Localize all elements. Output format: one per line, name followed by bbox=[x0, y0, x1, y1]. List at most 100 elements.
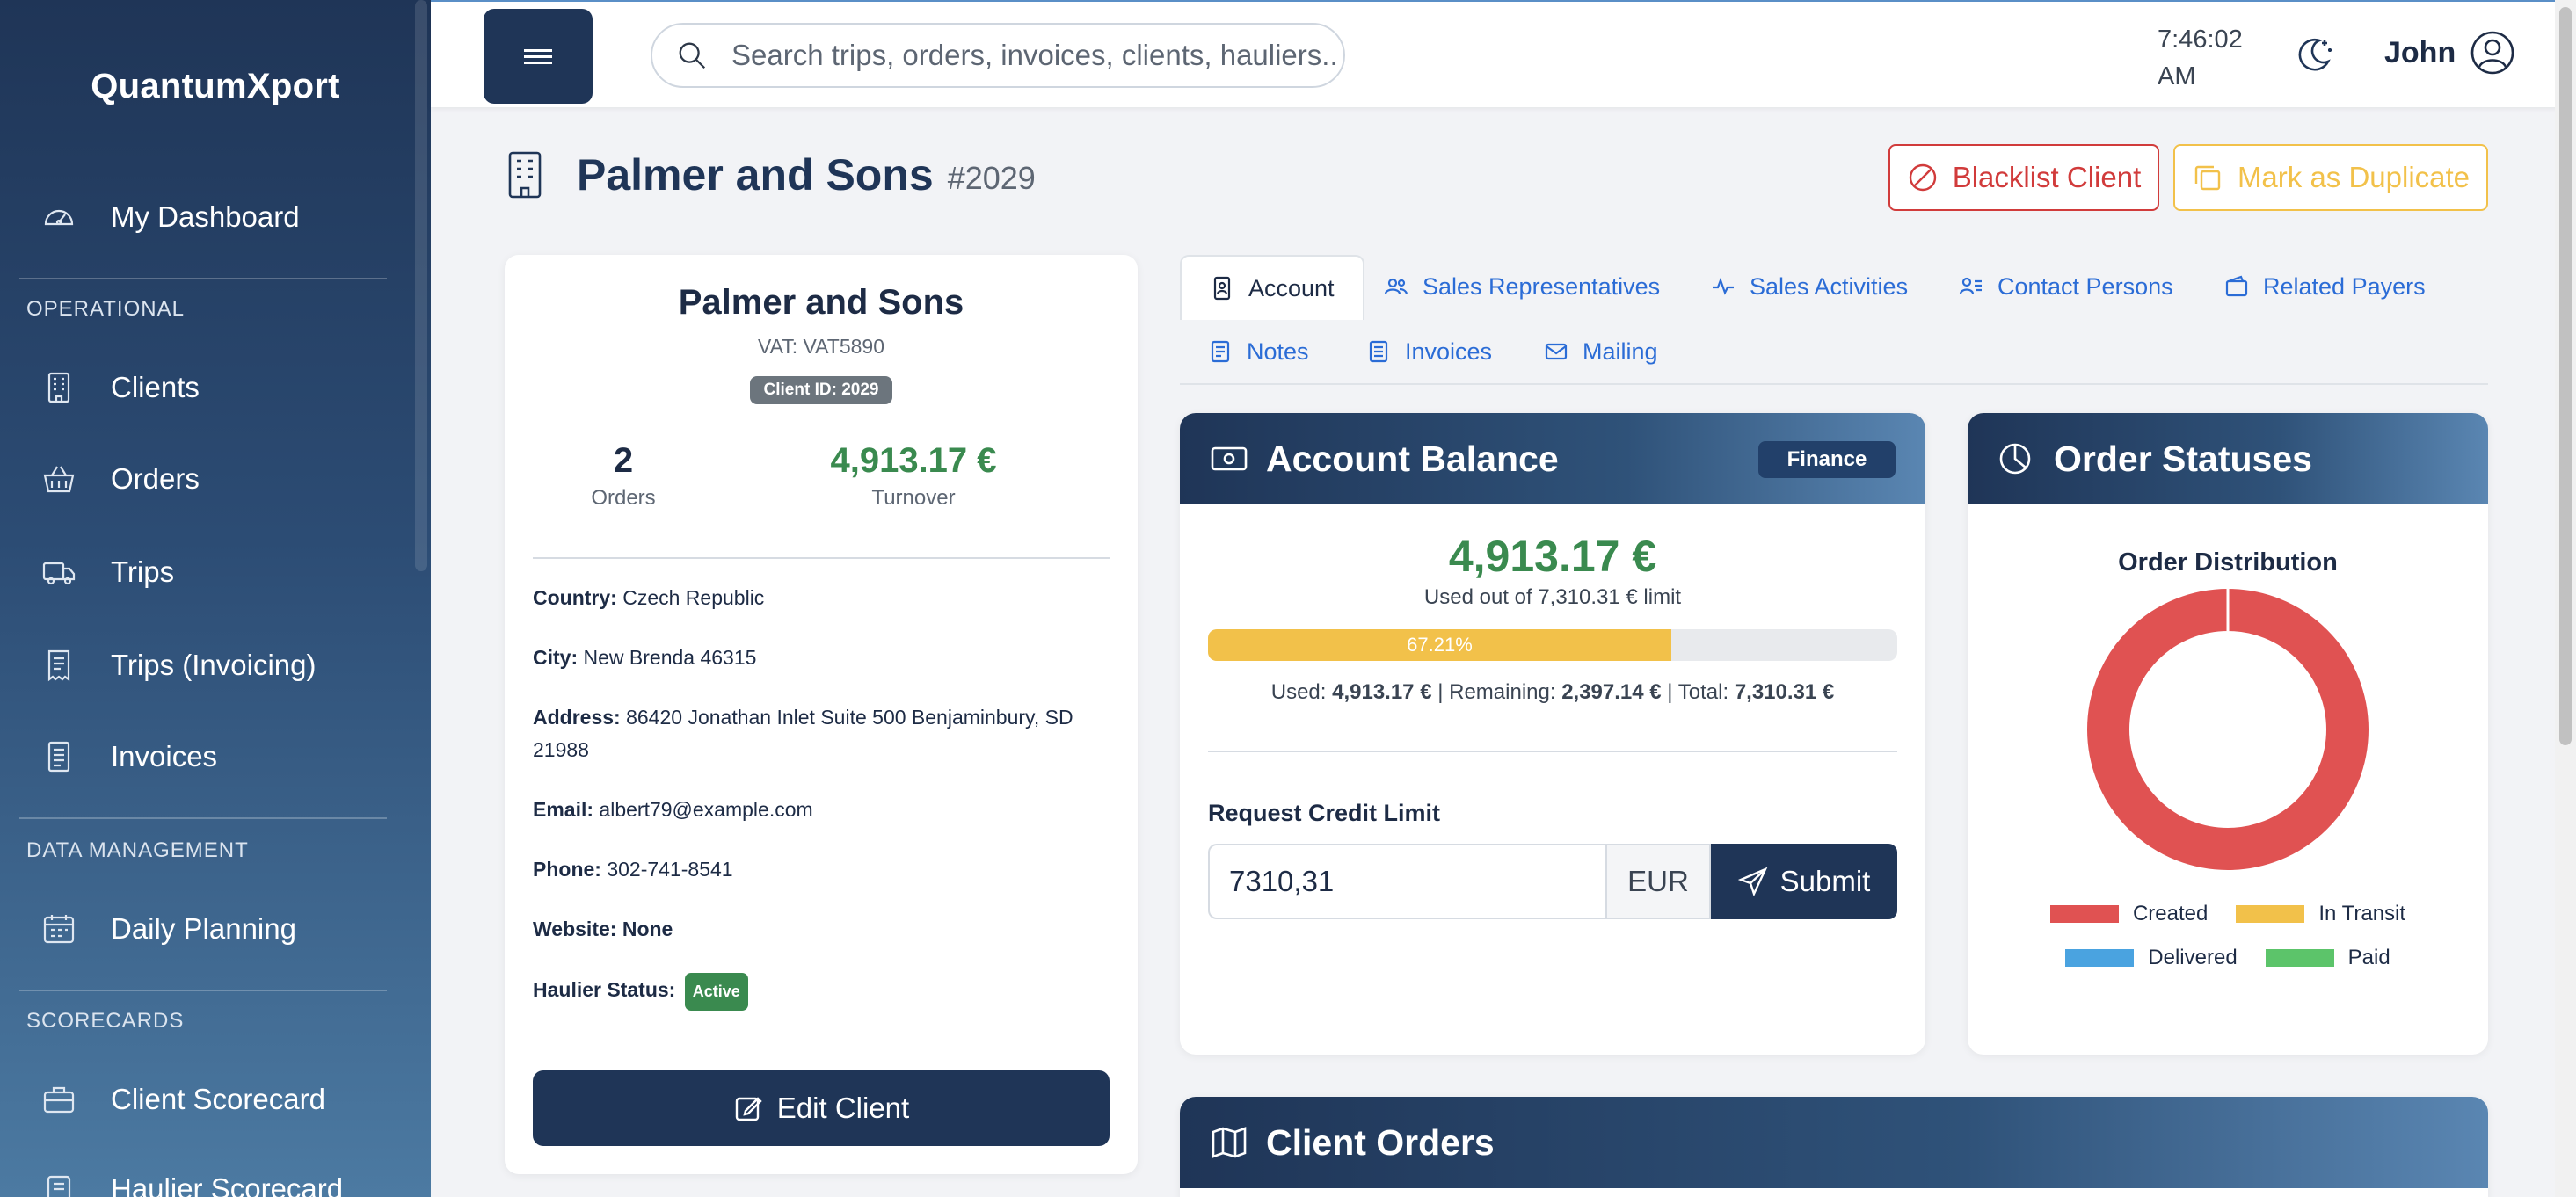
sidebar-item-label: Clients bbox=[111, 371, 200, 403]
calendar-icon bbox=[40, 910, 77, 947]
remaining-label: | Remaining: bbox=[1437, 680, 1556, 704]
blacklist-client-button[interactable]: Blacklist Client bbox=[1888, 144, 2159, 211]
sidebar-scrollbar[interactable] bbox=[415, 0, 427, 571]
sidebar-item-trips-invoicing[interactable]: Trips (Invoicing) bbox=[0, 626, 431, 705]
mark-duplicate-label: Mark as Duplicate bbox=[2237, 161, 2470, 193]
search-box[interactable] bbox=[651, 23, 1345, 88]
tab-sales-activities[interactable]: Sales Activities bbox=[1711, 255, 1908, 318]
country-value: Czech Republic bbox=[622, 586, 765, 609]
order-distribution-donut[interactable] bbox=[2087, 589, 2369, 870]
email-value[interactable]: albert79@example.com bbox=[599, 798, 813, 821]
balance-breakdown: Used: 4,913.17 € | Remaining: 2,397.14 €… bbox=[1180, 680, 1925, 705]
tab-label: Invoices bbox=[1405, 337, 1493, 365]
tab-notes[interactable]: Notes bbox=[1208, 320, 1309, 383]
credit-limit-input[interactable] bbox=[1208, 844, 1605, 919]
user-avatar-icon bbox=[2470, 31, 2514, 75]
speedometer-icon bbox=[40, 199, 77, 236]
phone-value[interactable]: 302-741-8541 bbox=[607, 858, 733, 881]
client-vat: VAT: VAT5890 bbox=[757, 335, 885, 358]
tab-sales-representatives[interactable]: Sales Representatives bbox=[1384, 255, 1660, 318]
tab-contact-persons[interactable]: Contact Persons bbox=[1959, 255, 2173, 318]
account-balance-title: Account Balance bbox=[1266, 438, 1559, 479]
client-details: Country: Czech Republic City: New Brenda… bbox=[533, 582, 1113, 1038]
chart-legend: Created In Transit Delivered Paid bbox=[1968, 902, 2488, 990]
donut-slice-created[interactable] bbox=[2087, 589, 2369, 870]
brand-logo[interactable]: QuantumXport bbox=[91, 67, 340, 105]
tab-invoices[interactable]: Invoices bbox=[1366, 320, 1492, 383]
client-orders-header: Client Orders bbox=[1180, 1097, 2488, 1188]
tab-label: Sales Representatives bbox=[1423, 272, 1661, 300]
edit-icon bbox=[735, 1097, 762, 1121]
balance-amount: 4,913.17 € bbox=[1448, 532, 1657, 581]
turnover-stat: 4,913.17 € Turnover bbox=[795, 441, 1032, 511]
page-scrollbar[interactable] bbox=[2555, 0, 2576, 1197]
address-label: Address: bbox=[533, 706, 621, 729]
legend-item-in-transit[interactable]: In Transit bbox=[2236, 902, 2405, 926]
sidebar-item-label: My Dashboard bbox=[111, 200, 300, 233]
scrollbar-thumb[interactable] bbox=[2559, 7, 2572, 745]
account-divider bbox=[1208, 751, 1897, 752]
sidebar-item-trips[interactable]: Trips bbox=[0, 533, 431, 612]
truck-icon bbox=[40, 554, 77, 591]
legend-item-paid[interactable]: Paid bbox=[2265, 946, 2390, 970]
sidebar-section-data-management: DATA MANAGEMENT bbox=[26, 838, 249, 862]
legend-label: Delivered bbox=[2148, 946, 2238, 969]
legend-swatch bbox=[2236, 905, 2305, 923]
send-icon bbox=[1737, 867, 1768, 896]
people-icon bbox=[1384, 278, 1408, 294]
search-icon bbox=[679, 42, 706, 69]
city-label: City: bbox=[533, 646, 579, 669]
sidebar-item-dashboard[interactable]: My Dashboard bbox=[0, 178, 431, 257]
address-value: 86420 Jonathan Inlet Suite 500 Benjaminb… bbox=[533, 706, 1073, 761]
legend-swatch bbox=[2265, 949, 2334, 967]
orders-count: 2 bbox=[613, 441, 634, 480]
order-statuses-panel: Order Statuses Order Distribution Create… bbox=[1968, 413, 2488, 1055]
basket-icon bbox=[40, 461, 77, 497]
client-tabs: Account Sales Representatives Sales Acti… bbox=[1180, 255, 2488, 385]
orders-stat: 2 Orders bbox=[557, 441, 689, 511]
search-input[interactable] bbox=[731, 39, 1338, 72]
turnover-label: Turnover bbox=[871, 486, 956, 510]
used-label: Used: bbox=[1270, 680, 1327, 704]
tab-account[interactable]: Account bbox=[1180, 255, 1364, 320]
client-id-badge: Client ID: 2029 bbox=[750, 376, 892, 404]
building-icon bbox=[508, 151, 542, 199]
user-menu[interactable]: John bbox=[2384, 30, 2515, 76]
client-orders-panel: Client Orders bbox=[1180, 1097, 2488, 1197]
sidebar-item-daily-planning[interactable]: Daily Planning bbox=[0, 889, 431, 968]
city-value: New Brenda 46315 bbox=[583, 646, 757, 669]
document-icon bbox=[40, 738, 77, 775]
theme-toggle-button[interactable] bbox=[2293, 33, 2335, 76]
haulier-status-label: Haulier Status: bbox=[533, 978, 676, 1001]
turnover-value: 4,913.17 € bbox=[830, 441, 997, 480]
submit-button[interactable]: Submit bbox=[1711, 844, 1897, 919]
tab-label: Mailing bbox=[1583, 337, 1658, 365]
tab-label: Account bbox=[1248, 274, 1335, 301]
sidebar-item-label: Client Scorecard bbox=[111, 1083, 325, 1115]
sidebar-item-orders[interactable]: Orders bbox=[0, 439, 431, 519]
cash-icon bbox=[1211, 446, 1248, 471]
mark-duplicate-button[interactable]: Mark as Duplicate bbox=[2173, 144, 2488, 211]
sidebar-item-clients[interactable]: Clients bbox=[0, 348, 431, 427]
legend-item-created[interactable]: Created bbox=[2049, 902, 2208, 926]
client-orders-title: Client Orders bbox=[1266, 1121, 1495, 1163]
request-credit-form: EUR Submit bbox=[1208, 844, 1897, 919]
clock-ampm: AM bbox=[2158, 62, 2196, 91]
order-statuses-title: Order Statuses bbox=[2054, 438, 2312, 479]
sidebar-item-client-scorecard[interactable]: Client Scorecard bbox=[0, 1060, 431, 1139]
phone-field: Phone: 302-741-8541 bbox=[533, 853, 1113, 886]
sidebar-item-haulier-scorecard[interactable]: Haulier Scorecard bbox=[0, 1150, 431, 1197]
tab-mailing[interactable]: Mailing bbox=[1544, 320, 1658, 383]
menu-toggle-button[interactable] bbox=[484, 9, 593, 104]
edit-client-button[interactable]: Edit Client bbox=[533, 1070, 1110, 1146]
phone-label: Phone: bbox=[533, 858, 601, 881]
balance-limit-text: Used out of 7,310.31 € limit bbox=[1423, 585, 1682, 609]
tab-related-payers[interactable]: Related Payers bbox=[2224, 255, 2426, 318]
clipboard-icon bbox=[40, 1171, 77, 1197]
sidebar-item-invoices[interactable]: Invoices bbox=[0, 717, 431, 796]
moon-stars-icon bbox=[2298, 38, 2332, 71]
email-label: Email: bbox=[533, 798, 594, 821]
sidebar-item-label: Trips (Invoicing) bbox=[111, 649, 317, 681]
notes-icon bbox=[1211, 340, 1230, 363]
legend-item-delivered[interactable]: Delivered bbox=[2065, 946, 2238, 970]
